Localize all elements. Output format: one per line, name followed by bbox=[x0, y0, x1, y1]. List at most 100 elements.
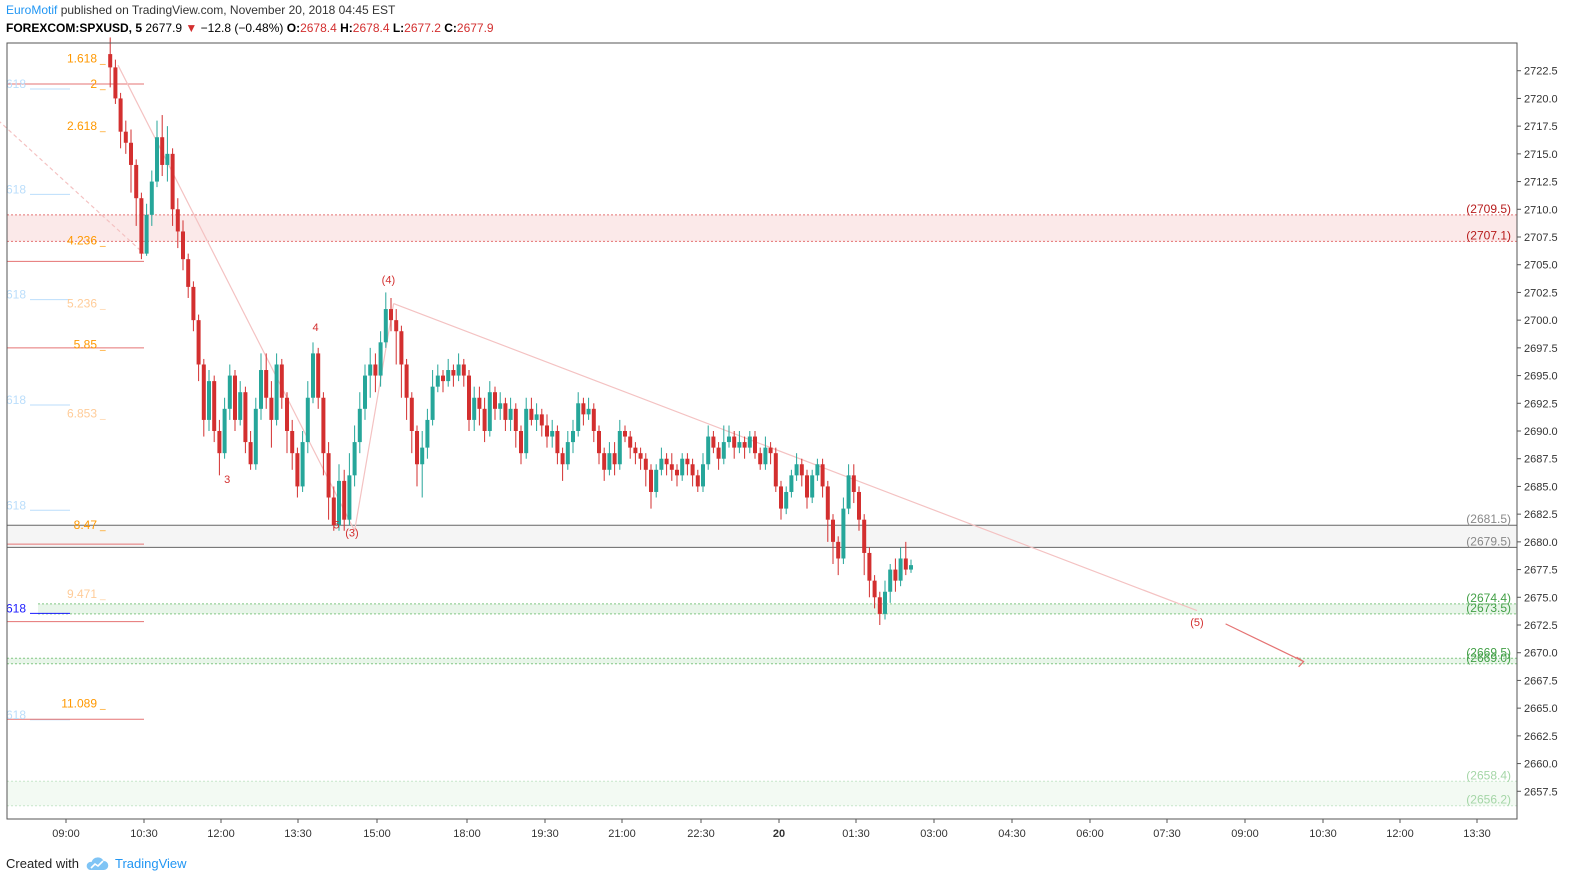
candle-body bbox=[524, 408, 529, 454]
candle-body bbox=[825, 486, 830, 520]
labels-layer: (2709.5) (2707.1) (2681.5) (2679.5) (2674.4)… bbox=[6, 52, 1511, 807]
candle-body bbox=[207, 381, 211, 420]
candle-body bbox=[742, 442, 747, 448]
projection-arrow bbox=[1225, 623, 1304, 663]
fib-level-tick: _ bbox=[99, 700, 106, 711]
candle-body bbox=[815, 464, 820, 476]
fib-level-label: 5.236 bbox=[67, 297, 97, 311]
author-link[interactable]: EuroMotif bbox=[6, 3, 58, 17]
candle-body bbox=[316, 353, 321, 398]
fib-extension-label: 618 bbox=[6, 182, 26, 196]
candle-body bbox=[903, 558, 908, 570]
candle-body bbox=[607, 453, 612, 470]
candle-body bbox=[295, 453, 300, 487]
fib-level-tick: _ bbox=[99, 300, 106, 311]
low-label: L: bbox=[392, 21, 405, 35]
candle-body bbox=[664, 458, 669, 465]
candle-body bbox=[623, 431, 627, 437]
y-axis-label: 2700.0 bbox=[1524, 315, 1558, 327]
fib-level-tick: _ bbox=[99, 521, 106, 532]
x-axis-label: 10:30 bbox=[130, 828, 158, 840]
candle-body bbox=[139, 198, 144, 254]
candle-body bbox=[113, 67, 118, 99]
candle-body bbox=[602, 453, 607, 470]
fib-level-label: 11.089 bbox=[61, 697, 97, 711]
candle-body bbox=[763, 447, 768, 465]
candle-body bbox=[810, 475, 815, 498]
y-axis-label: 2697.5 bbox=[1524, 343, 1558, 355]
candle-body bbox=[877, 597, 882, 614]
candle-body bbox=[805, 475, 809, 498]
fib-level-label: 2 bbox=[90, 77, 97, 91]
candle-body bbox=[851, 475, 856, 492]
y-axis-label: 2710.0 bbox=[1524, 204, 1558, 216]
y-axis-label: 2692.5 bbox=[1524, 398, 1558, 410]
candle-body bbox=[893, 569, 898, 581]
fib-extension-label: 618 bbox=[6, 498, 26, 512]
candle-body bbox=[768, 447, 773, 454]
zones-layer bbox=[7, 214, 1517, 806]
candle-body bbox=[586, 408, 591, 415]
fib-level-tick: _ bbox=[99, 236, 106, 247]
candle-body bbox=[909, 565, 913, 570]
wave-label: 3 bbox=[224, 474, 230, 486]
candle-body bbox=[118, 98, 123, 132]
candle-body bbox=[253, 408, 258, 465]
candle-body bbox=[721, 442, 726, 459]
candle-body bbox=[451, 370, 456, 376]
fib-level-label: 5.85 bbox=[74, 338, 98, 352]
candle-body bbox=[513, 408, 518, 431]
candle-body bbox=[706, 436, 711, 465]
x-axis-label: 04:30 bbox=[998, 828, 1026, 840]
candles-layer bbox=[108, 37, 913, 625]
candle-body bbox=[820, 464, 825, 487]
price-level-label: (2669.0) bbox=[1466, 651, 1511, 665]
x-axis-label: 13:30 bbox=[284, 828, 312, 840]
candle-body bbox=[409, 397, 414, 431]
candle-body bbox=[248, 442, 253, 465]
x-axis-label: 12:00 bbox=[1386, 828, 1414, 840]
fib-anchor-line bbox=[0, 121, 145, 255]
candle-body bbox=[321, 397, 326, 454]
candle-body bbox=[227, 375, 232, 409]
candle-body bbox=[654, 469, 659, 492]
candle-body bbox=[482, 408, 487, 431]
candle-body bbox=[831, 519, 835, 542]
candle-body bbox=[789, 475, 794, 492]
candle-body bbox=[175, 209, 180, 232]
candle-body bbox=[430, 386, 435, 420]
candle-body bbox=[357, 408, 362, 443]
x-axis-label: 07:30 bbox=[1153, 828, 1181, 840]
published-text: published on TradingView.com, November 2… bbox=[60, 3, 396, 17]
candle-body bbox=[165, 153, 170, 165]
price-level-label: (2707.1) bbox=[1466, 228, 1511, 242]
fib-level-tick: _ bbox=[99, 122, 106, 133]
y-axis-label: 2717.5 bbox=[1524, 121, 1558, 133]
candle-body bbox=[727, 436, 731, 443]
candle-body bbox=[238, 392, 243, 420]
fib-level-tick: _ bbox=[99, 409, 106, 420]
fib-extension-label: 618 bbox=[6, 288, 26, 302]
price-chart[interactable]: (2709.5) (2707.1) (2681.5) (2679.5) (2674.4)… bbox=[0, 0, 1588, 850]
candle-body bbox=[279, 364, 284, 398]
candle-body bbox=[617, 431, 622, 465]
candle-body bbox=[222, 408, 227, 454]
candle-body bbox=[363, 375, 367, 409]
candle-body bbox=[675, 469, 679, 476]
symbol-info: FOREXCOM:SPXUSD, 5 2677.9 ▼ −12.8 (−0.48… bbox=[6, 21, 494, 35]
candle-body bbox=[883, 591, 887, 614]
x-axis-label: 12:00 bbox=[207, 828, 235, 840]
candle-body bbox=[716, 447, 721, 459]
candle-body bbox=[155, 137, 159, 182]
price-change: −12.8 (−0.48%) bbox=[200, 21, 284, 35]
y-axis-label: 2690.0 bbox=[1524, 426, 1558, 438]
candle-body bbox=[545, 425, 549, 437]
tradingview-link[interactable]: TradingView bbox=[114, 856, 187, 871]
candle-body bbox=[576, 403, 581, 431]
candle-body bbox=[638, 453, 643, 459]
candle-body bbox=[597, 431, 601, 454]
candle-body bbox=[305, 397, 310, 443]
fib-level-label: 2.618 bbox=[67, 119, 97, 133]
y-axis-label: 2672.5 bbox=[1524, 620, 1558, 632]
fib-level-label: 1.618 bbox=[67, 52, 97, 66]
